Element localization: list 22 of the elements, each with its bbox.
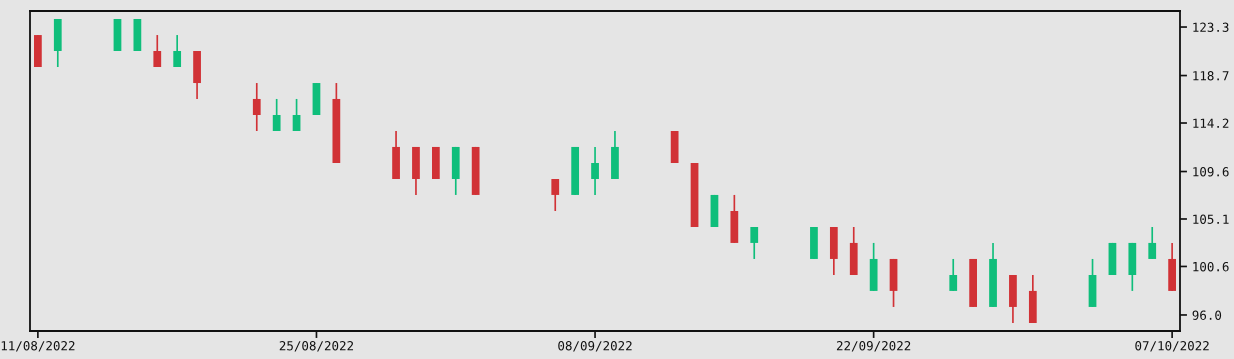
candlestick bbox=[252, 82, 261, 132]
y-tick-label: 96.0 bbox=[1192, 310, 1222, 320]
candlestick bbox=[591, 146, 599, 196]
candlestick bbox=[750, 226, 759, 260]
candlestick bbox=[173, 34, 182, 68]
y-tick-label: 123.3 bbox=[1193, 22, 1229, 32]
candlestick bbox=[153, 34, 162, 68]
candlestick bbox=[1148, 226, 1157, 260]
x-tick-label: 25/08/2022 bbox=[279, 341, 354, 352]
candlestick bbox=[292, 98, 301, 132]
candlestick bbox=[551, 178, 560, 212]
y-tick-label: 118.7 bbox=[1193, 71, 1229, 81]
x-tick-label: 07/10/2022 bbox=[1135, 341, 1209, 352]
x-tick-label: 08/09/2022 bbox=[558, 341, 632, 352]
x-tick-label: 22/09/2022 bbox=[836, 341, 911, 352]
y-tick-label: 100.6 bbox=[1193, 261, 1229, 272]
x-tick-label: 11/08/2022 bbox=[1, 341, 75, 352]
y-tick-label: 109.6 bbox=[1193, 167, 1229, 177]
candlestick bbox=[272, 98, 281, 132]
y-tick-label: 105.1 bbox=[1193, 214, 1229, 224]
y-tick-label: 114.2 bbox=[1193, 118, 1229, 128]
candlestick bbox=[949, 258, 958, 292]
